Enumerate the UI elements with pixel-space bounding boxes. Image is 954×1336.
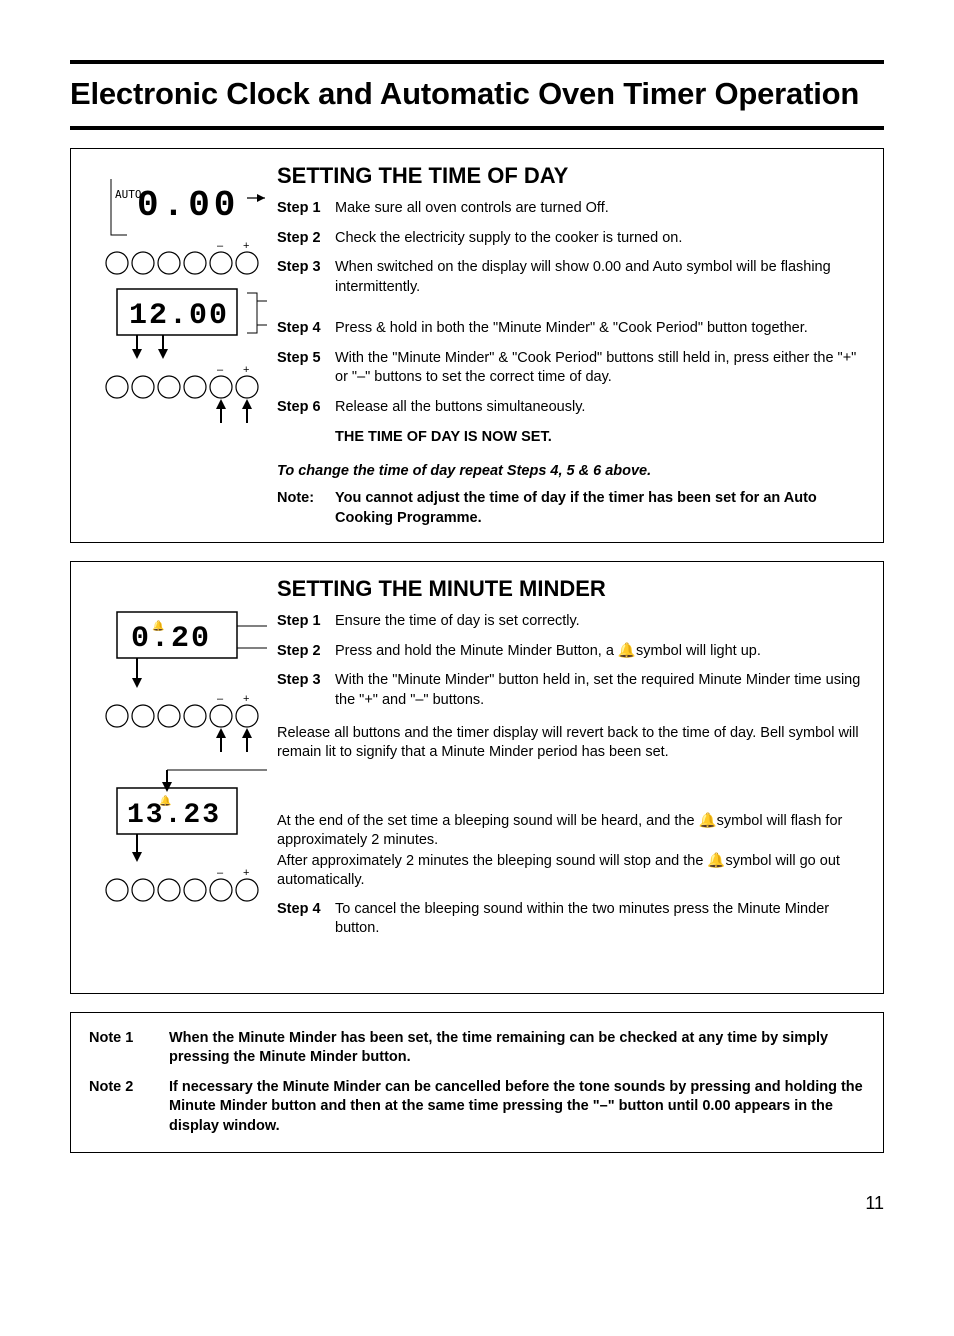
step-body: With the "Minute Minder" button held in,… — [335, 671, 867, 710]
tod-step2: Step 2 Check the electricity supply to t… — [277, 229, 867, 249]
note-body: You cannot adjust the time of day if the… — [335, 489, 867, 528]
display-1323-icon: 13.23 🔔 — [97, 766, 267, 936]
step-body: Ensure the time of day is set correctly. — [335, 612, 867, 632]
svg-text:12.00: 12.00 — [129, 299, 229, 333]
svg-text:+: + — [243, 364, 249, 376]
tod-footer: To change the time of day repeat Steps 4… — [87, 463, 867, 528]
note-body: When the Minute Minder has been set, the… — [169, 1029, 865, 1068]
note-label: Note 1 — [89, 1029, 169, 1068]
mm-illustrations: 0.20 🔔 – + — [87, 576, 277, 936]
step-label: Step 4 — [277, 900, 335, 939]
step-label: Step 1 — [277, 612, 335, 632]
top-rule — [70, 60, 884, 64]
step-label: Step 1 — [277, 199, 335, 219]
note-1: Note 1 When the Minute Minder has been s… — [89, 1029, 865, 1068]
svg-text:0.20: 0.20 — [131, 622, 211, 656]
mm-step3: Step 3 With the "Minute Minder" button h… — [277, 671, 867, 710]
note-2: Note 2 If necessary the Minute Minder ca… — [89, 1078, 865, 1137]
tod-heading: SETTING THE TIME OF DAY — [277, 163, 867, 189]
section-minute-minder: 0.20 🔔 – + — [70, 561, 884, 993]
mm-step2: Step 2 Press and hold the Minute Minder … — [277, 642, 867, 662]
step-label: Step 2 — [277, 642, 335, 662]
step-label: Step 2 — [277, 229, 335, 249]
tod-note: Note: You cannot adjust the time of day … — [277, 489, 867, 528]
tod-step3: Step 3 When switched on the display will… — [277, 258, 867, 297]
display-020-icon: 0.20 🔔 – + — [97, 606, 267, 766]
page-number: 11 — [70, 1193, 884, 1214]
svg-text:–: – — [217, 364, 224, 376]
note-body: If necessary the Minute Minder can be ca… — [169, 1078, 865, 1137]
title-bottom-rule — [70, 126, 884, 130]
step-body: Check the electricity supply to the cook… — [335, 229, 867, 249]
svg-text:–: – — [217, 693, 224, 705]
svg-text:+: + — [243, 867, 249, 879]
notes-box: Note 1 When the Minute Minder has been s… — [70, 1012, 884, 1154]
tod-now-set: THE TIME OF DAY IS NOW SET. — [277, 428, 867, 448]
tod-text: SETTING THE TIME OF DAY Step 1 Make sure… — [277, 163, 867, 457]
mm-step4: Step 4 To cancel the bleeping sound with… — [277, 900, 867, 939]
step-label: Step 3 — [277, 258, 335, 297]
note-label: Note 2 — [89, 1078, 169, 1137]
display-1200-icon: 12.00 – + — [97, 283, 267, 433]
step-label: Step 6 — [277, 398, 335, 418]
step-label: Step 4 — [277, 319, 335, 339]
svg-text:–: – — [217, 240, 224, 252]
tod-change-line: To change the time of day repeat Steps 4… — [277, 463, 867, 479]
step-body: Press and hold the Minute Minder Button,… — [335, 642, 867, 662]
bell-icon: 🔔 — [699, 813, 717, 829]
mm-end-para-1: At the end of the set time a bleeping so… — [277, 812, 867, 850]
bell-icon: 🔔 — [707, 853, 725, 869]
svg-text:0.00: 0.00 — [137, 185, 239, 226]
note-label: Note: — [277, 489, 335, 528]
step-body: When switched on the display will show 0… — [335, 258, 867, 297]
bell-icon: 🔔 — [618, 643, 636, 659]
tod-step1: Step 1 Make sure all oven controls are t… — [277, 199, 867, 219]
step-label: Step 5 — [277, 349, 335, 388]
svg-text:+: + — [243, 240, 249, 252]
mm-end-para-2: After approximately 2 minutes the bleepi… — [277, 852, 867, 890]
mm-heading: SETTING THE MINUTE MINDER — [277, 576, 867, 602]
mm-step1: Step 1 Ensure the time of day is set cor… — [277, 612, 867, 632]
step-body: With the "Minute Minder" & "Cook Period"… — [335, 349, 867, 388]
svg-text:🔔: 🔔 — [159, 795, 171, 807]
tod-step6: Step 6 Release all the buttons simultane… — [277, 398, 867, 418]
tod-illustrations: AUTO 0.00 – + — [87, 163, 277, 433]
now-set-text: THE TIME OF DAY IS NOW SET. — [335, 428, 867, 448]
mm-text: SETTING THE MINUTE MINDER Step 1 Ensure … — [277, 576, 867, 978]
tod-step5: Step 5 With the "Minute Minder" & "Cook … — [277, 349, 867, 388]
svg-text:–: – — [217, 867, 224, 879]
step-label: Step 3 — [277, 671, 335, 710]
step-body: Press & hold in both the "Minute Minder"… — [335, 319, 867, 339]
step-body: Make sure all oven controls are turned O… — [335, 199, 867, 219]
mm-release-para: Release all buttons and the timer displa… — [277, 724, 867, 762]
page-title: Electronic Clock and Automatic Oven Time… — [70, 76, 884, 112]
display-000-icon: AUTO 0.00 – + — [97, 163, 267, 283]
svg-text:+: + — [243, 693, 249, 705]
svg-text:🔔: 🔔 — [152, 620, 164, 632]
section-time-of-day: AUTO 0.00 – + — [70, 148, 884, 543]
step-body: To cancel the bleeping sound within the … — [335, 900, 867, 939]
svg-text:13.23: 13.23 — [127, 800, 221, 831]
step-body: Release all the buttons simultaneously. — [335, 398, 867, 418]
tod-step4: Step 4 Press & hold in both the "Minute … — [277, 319, 867, 339]
